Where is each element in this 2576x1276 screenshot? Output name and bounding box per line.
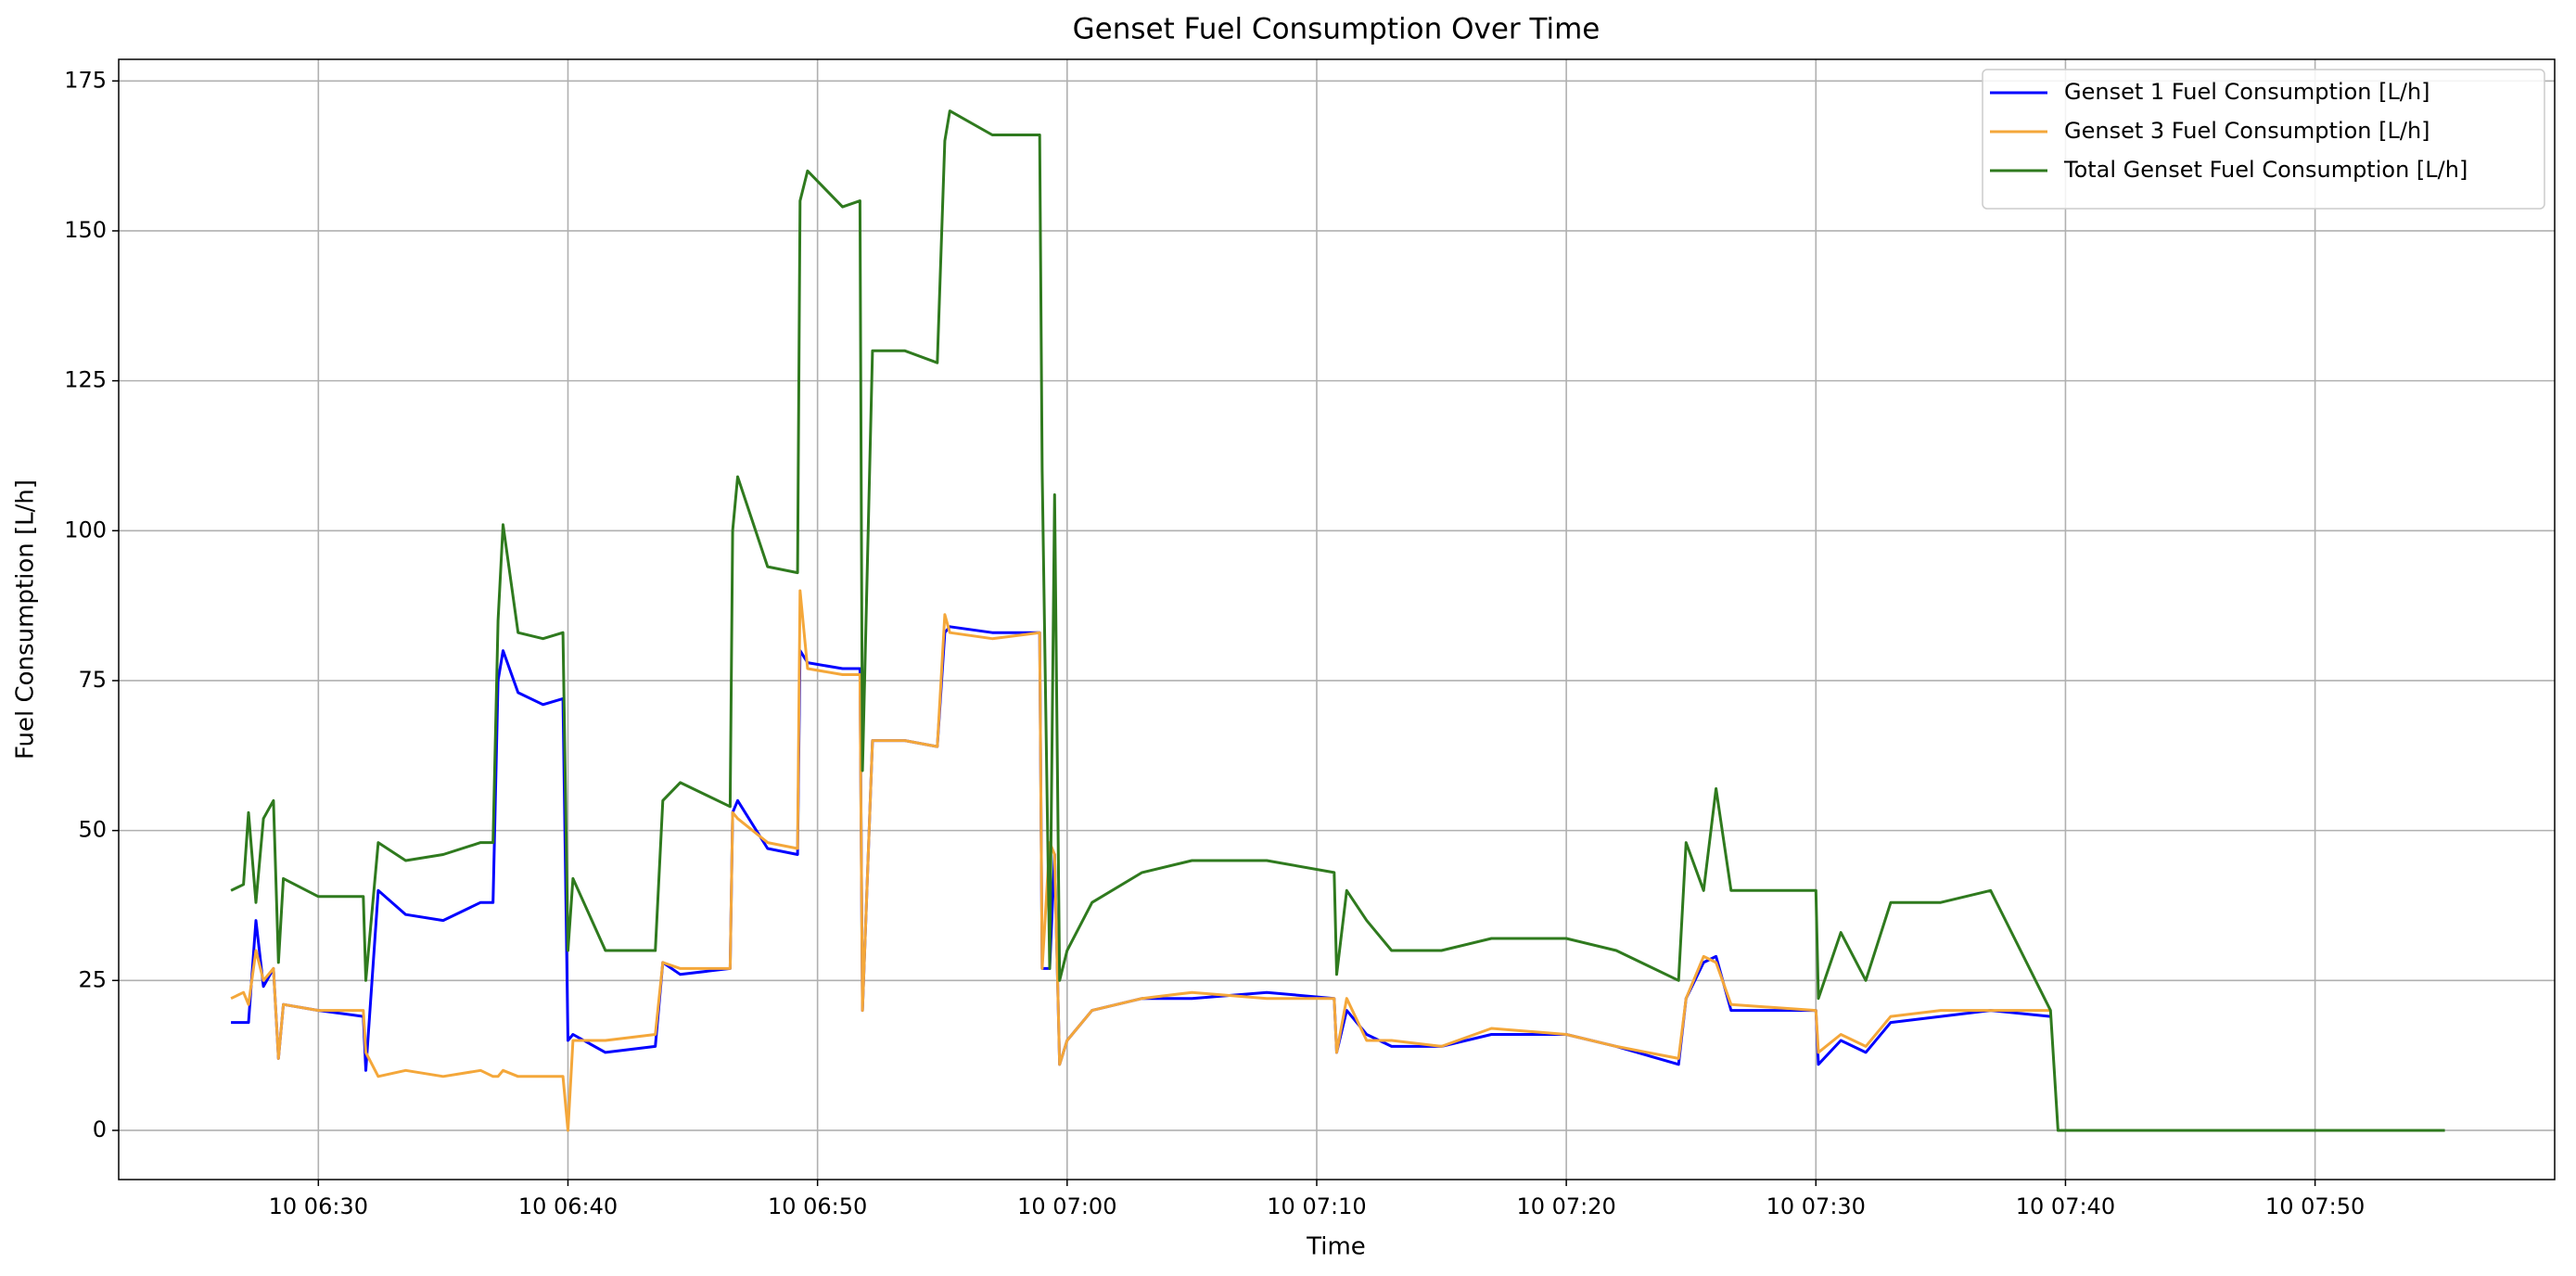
y-tick-label: 175 <box>64 67 107 93</box>
series-line <box>230 589 2051 1132</box>
y-tick-label: 0 <box>93 1116 107 1142</box>
x-tick-label: 10 07:00 <box>1017 1193 1116 1219</box>
y-tick-label: 125 <box>64 367 107 393</box>
legend-label: Genset 1 Fuel Consumption [L/h] <box>2064 79 2430 105</box>
x-tick-label: 10 07:30 <box>1766 1193 1866 1219</box>
x-axis-label: Time <box>1306 1233 1366 1261</box>
plot-frame <box>118 58 2556 1180</box>
series-line <box>230 109 2445 1132</box>
legend-label: Genset 3 Fuel Consumption [L/h] <box>2064 118 2430 144</box>
y-tick-label: 100 <box>64 517 107 542</box>
x-tick-label: 10 06:50 <box>768 1193 867 1219</box>
x-tick-label: 10 06:40 <box>518 1193 618 1219</box>
chart-title: Genset Fuel Consumption Over Time <box>1073 13 1600 46</box>
x-tick-label: 10 07:50 <box>2265 1193 2365 1219</box>
x-tick-label: 10 06:30 <box>269 1193 368 1219</box>
y-tick-label: 25 <box>78 966 107 992</box>
series-line <box>231 625 2051 1072</box>
legend-label: Total Genset Fuel Consumption [L/h] <box>2063 157 2468 183</box>
x-tick-label: 10 07:10 <box>1267 1193 1366 1219</box>
legend: Genset 1 Fuel Consumption [L/h] Genset 3 … <box>1982 69 2545 210</box>
y-axis-label: Fuel Consumption [L/h] <box>12 479 40 759</box>
legend-box <box>1982 69 2545 210</box>
y-tick-label: 150 <box>64 217 107 243</box>
y-tick-label: 75 <box>78 667 107 693</box>
x-tick-label: 10 07:20 <box>1516 1193 1615 1219</box>
y-tick-label: 50 <box>78 817 107 843</box>
x-tick-label: 10 07:40 <box>2016 1193 2115 1219</box>
